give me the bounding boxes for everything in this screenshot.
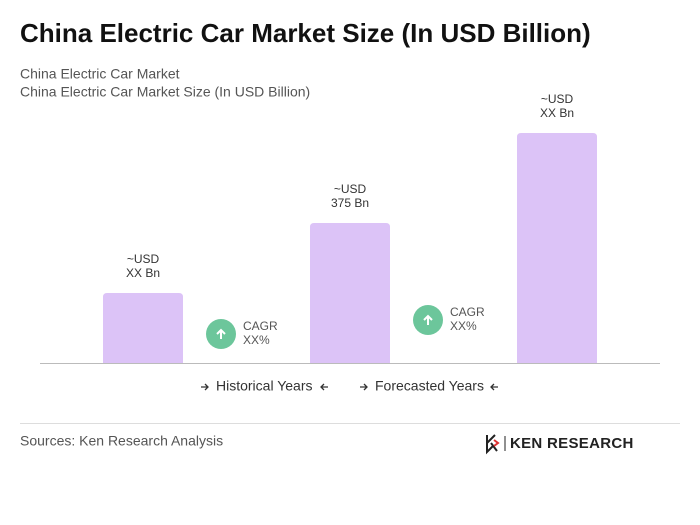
value-label: ~USD [127, 252, 160, 266]
cagr-arrow [216, 328, 226, 339]
cagr-arrow [423, 314, 433, 325]
legend-arrow [201, 383, 209, 391]
chart-subtitle: China Electric Car Market Size (In USD B… [20, 84, 310, 100]
legend-arrow [490, 383, 498, 391]
value-label: ~USD [334, 182, 367, 196]
chart-title: China Electric Car Market Size (In USD B… [20, 18, 591, 48]
bar [517, 133, 597, 363]
value-label: ~USD [541, 92, 574, 106]
logo-icon [486, 434, 498, 455]
source: Sources: Ken Research Analysis [20, 433, 223, 449]
value-label: XX Bn [126, 266, 160, 280]
bar [103, 292, 183, 363]
cagr-value: XX% [243, 333, 270, 347]
legend-arrow [360, 383, 368, 391]
logo-icon [493, 439, 500, 447]
legend: Historical Years Forecasted Years [201, 378, 498, 394]
value-label: XX Bn [540, 106, 574, 120]
legend-label: Historical Years [216, 378, 313, 394]
chart-subtitle: China Electric Car Market [20, 66, 180, 82]
bar [310, 222, 390, 363]
cagr-label: CAGR [450, 305, 485, 319]
logo: KEN RESEARCH [510, 435, 634, 452]
value-label: 375 Bn [331, 196, 369, 210]
legend-arrow [320, 383, 328, 391]
legend-label: Forecasted Years [375, 378, 484, 394]
cagr-value: XX% [450, 319, 477, 333]
cagr-label: CAGR [243, 319, 278, 333]
